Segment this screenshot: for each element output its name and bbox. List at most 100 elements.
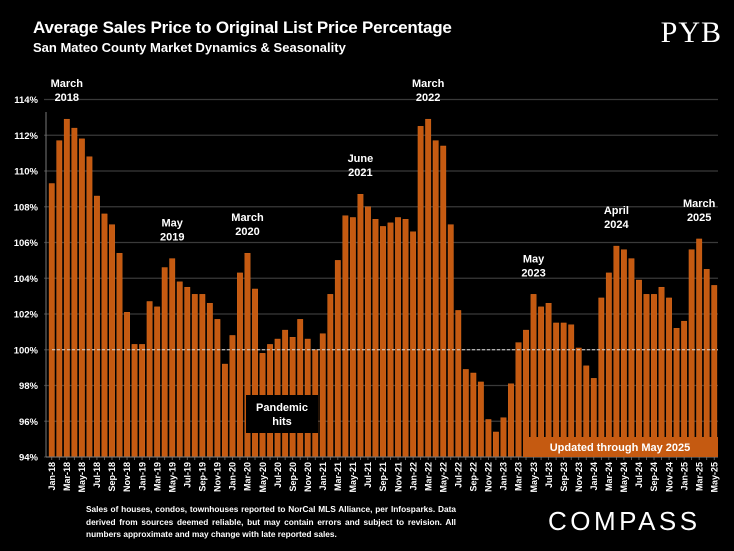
- updated-callout-text: Updated through May 2025: [550, 442, 691, 454]
- bar-Jan-18: [48, 183, 55, 458]
- bar-Nov-24: [666, 297, 672, 458]
- source-footnote: Sales of houses, condos, townhouses repo…: [86, 504, 456, 539]
- x-tick-label: Jul-24: [634, 462, 644, 488]
- x-axis: Jan-18 Mar-18 May-18 Jul-18 Sep-18 Nov-18 Jan-…: [46, 456, 719, 493]
- x-tick-label: Jul-23: [544, 462, 554, 488]
- annotation-text: May: [162, 218, 184, 230]
- bar-Jan-22: [410, 231, 417, 458]
- x-tick-label: May-21: [348, 462, 358, 493]
- bar-Aug-20: [282, 329, 289, 458]
- bar-Feb-21: [327, 294, 334, 458]
- bar-Sep-21: [380, 226, 386, 458]
- bar-Apr-25: [703, 269, 710, 458]
- annotation-text: April: [604, 205, 629, 217]
- x-tick-label: Jul-20: [273, 462, 283, 488]
- bar-Sep-22: [470, 372, 477, 458]
- x-tick-label: Jan-19: [137, 462, 147, 491]
- bar-Jan-21: [319, 333, 326, 458]
- annotation-text: March: [683, 198, 716, 210]
- pandemic-callout-box: [246, 395, 318, 433]
- bar-Feb-19: [146, 301, 153, 458]
- bar-Oct-22: [477, 381, 484, 458]
- annotation-text: 2023: [521, 267, 545, 279]
- y-tick-label: 102%: [14, 310, 39, 321]
- bar-May-19: [169, 258, 176, 458]
- bar-Apr-22: [432, 140, 439, 458]
- bar-Nov-22: [485, 419, 492, 458]
- pyb-logo: PYB: [660, 16, 722, 49]
- x-tick-label: Jul-18: [92, 462, 102, 488]
- bar-Mar-19: [154, 306, 161, 458]
- bar-May-24: [620, 249, 627, 458]
- bar-Jul-23: [545, 303, 552, 458]
- annotation-text: 2025: [687, 212, 711, 224]
- x-tick-label: May-19: [167, 462, 177, 493]
- x-tick-label: Sep-23: [559, 462, 569, 492]
- bar-Oct-24: [658, 286, 665, 458]
- x-tick-label: Nov-21: [393, 462, 403, 492]
- x-tick-label: Jul-19: [182, 462, 192, 488]
- bar-May-23: [530, 294, 537, 458]
- bar-Jul-21: [365, 206, 371, 458]
- bar-Mar-23: [515, 342, 522, 458]
- y-tick-label: 96%: [19, 417, 39, 428]
- x-tick-label: Jan-22: [408, 462, 418, 491]
- bar-Aug-18: [101, 213, 108, 458]
- bar-Jun-19: [176, 281, 183, 458]
- bar-Sep-24: [651, 294, 657, 458]
- bar-Dec-21: [402, 219, 409, 458]
- bar-Sep-18: [109, 224, 115, 458]
- annotation-text: 2018: [55, 92, 79, 104]
- x-tick-label: Nov-18: [122, 462, 132, 492]
- bar-Apr-18: [71, 127, 78, 458]
- annotation-Apr-24: April 2024: [604, 205, 630, 231]
- compass-logo: COMPASS: [548, 506, 701, 536]
- bar-Jul-24: [636, 279, 642, 458]
- bar-Aug-21: [372, 219, 379, 458]
- annotation-text: 2024: [604, 219, 629, 231]
- bar-Mar-25: [696, 238, 703, 458]
- x-tick-label: Jan-21: [318, 462, 328, 491]
- bar-chart: 94% 96% 98% 100% 102% 104% 106% 108% 110% 112% 114…: [14, 78, 720, 493]
- x-tick-label: Nov-19: [213, 462, 223, 492]
- bar-Jun-24: [628, 258, 635, 458]
- bar-Apr-19: [161, 267, 168, 458]
- y-tick-label: 110%: [14, 167, 38, 178]
- annotation-text: 2020: [235, 226, 259, 238]
- x-tick-label: Mar-22: [423, 462, 433, 491]
- x-tick-label: Mar-21: [333, 462, 343, 491]
- annotation-May-19: May 2019: [160, 218, 184, 244]
- x-tick-label: Mar-23: [514, 462, 524, 491]
- bar-Nov-21: [395, 217, 401, 458]
- annotation-text: March: [412, 78, 445, 90]
- x-tick-label: Nov-20: [303, 462, 313, 492]
- bar-Feb-23: [508, 383, 514, 458]
- callouts: Pandemic hits Updated through May 2025: [246, 395, 718, 457]
- x-tick-label: May-24: [619, 462, 629, 493]
- x-tick-label: Mar-25: [694, 462, 704, 491]
- bar-Oct-21: [387, 222, 394, 458]
- x-tick-label: Mar-24: [604, 462, 614, 491]
- x-tick-label: Sep-24: [649, 462, 659, 492]
- annotation-text: 2021: [348, 167, 372, 179]
- x-tick-label: Jan-20: [228, 462, 238, 491]
- bar-Jan-23: [500, 417, 507, 458]
- pandemic-callout: Pandemic hits: [246, 395, 318, 433]
- bar-Oct-20: [297, 319, 304, 458]
- bar-Mar-18: [63, 118, 70, 458]
- bar-May-22: [440, 145, 447, 458]
- bar-Jun-18: [86, 156, 93, 458]
- y-tick-label: 106%: [14, 238, 39, 249]
- bar-Nov-19: [214, 319, 221, 458]
- bars: [48, 118, 718, 458]
- bar-Mar-24: [605, 272, 612, 458]
- x-tick-label: May-20: [258, 462, 268, 493]
- x-tick-label: Nov-23: [574, 462, 584, 492]
- bar-Jul-18: [94, 195, 100, 458]
- y-tick-label: 108%: [14, 202, 39, 213]
- bar-Oct-19: [206, 303, 213, 458]
- x-tick-label: Sep-18: [107, 462, 117, 492]
- chart-subtitle: San Mateo County Market Dynamics & Seaso…: [33, 40, 346, 55]
- annotation-text: May: [523, 253, 545, 265]
- bar-Apr-24: [613, 245, 620, 458]
